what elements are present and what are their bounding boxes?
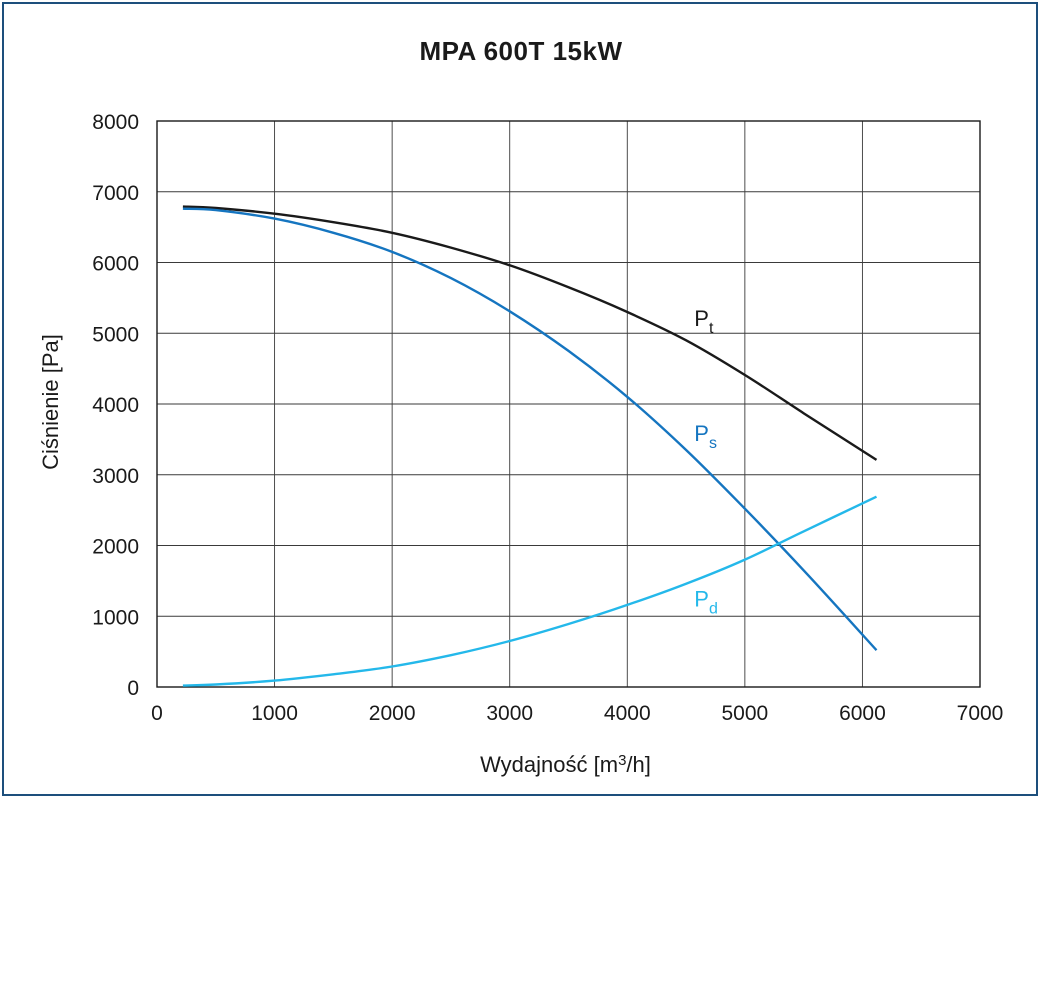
series-label-pd: Pd — [694, 586, 718, 617]
series — [182, 205, 878, 687]
y-tick-label: 6000 — [92, 253, 139, 276]
x-axis-label-tail: /h] — [626, 752, 650, 777]
x-tick-label: 7000 — [957, 702, 1004, 725]
x-tick-label: 1000 — [251, 702, 298, 725]
y-tick-label: 1000 — [92, 606, 139, 629]
y-tick-label: 4000 — [92, 394, 139, 417]
series-label-sub: t — [709, 320, 714, 337]
y-tick-label: 7000 — [92, 182, 139, 205]
series-line-ps — [182, 207, 878, 652]
series-line-pd — [182, 495, 878, 687]
x-axis-label-sup: 3 — [618, 752, 626, 769]
tick-labels: 0 1000 2000 3000 4000 5000 6000 7000 0 1000 2000 30… — [92, 111, 1003, 725]
grid — [156, 120, 981, 688]
x-tick-label: 4000 — [604, 702, 651, 725]
x-tick-label: 2000 — [369, 702, 416, 725]
series-label-main: P — [694, 421, 709, 446]
y-axis-label: Ciśnienie [Pa] — [38, 334, 63, 470]
series-label-main: P — [694, 306, 709, 331]
x-tick-label: 5000 — [721, 702, 768, 725]
series-label-sub: s — [709, 435, 717, 452]
series-line-pt — [182, 205, 878, 461]
x-axis-label-main: Wydajność [m — [480, 752, 618, 777]
series-label-pt: Pt — [694, 306, 714, 337]
series-label-main: P — [694, 586, 709, 611]
y-tick-label: 2000 — [92, 536, 139, 559]
y-tick-label: 5000 — [92, 323, 139, 346]
series-label-ps: Ps — [694, 421, 717, 452]
x-tick-label: 3000 — [486, 702, 533, 725]
y-tick-label: 0 — [127, 677, 139, 700]
y-tick-label: 3000 — [92, 465, 139, 488]
series-label-sub: d — [709, 600, 718, 617]
x-tick-label: 0 — [151, 702, 163, 725]
plot-area — [156, 120, 981, 688]
y-tick-label: 8000 — [92, 111, 139, 134]
chart-title: MPA 600T 15kW — [419, 36, 623, 66]
x-tick-label: 6000 — [839, 702, 886, 725]
chart-frame — [2, 2, 1038, 796]
x-axis-label: Wydajność [m3/h] — [480, 752, 651, 777]
